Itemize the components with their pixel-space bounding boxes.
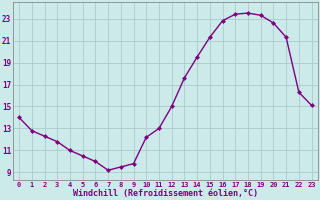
X-axis label: Windchill (Refroidissement éolien,°C): Windchill (Refroidissement éolien,°C): [73, 189, 258, 198]
